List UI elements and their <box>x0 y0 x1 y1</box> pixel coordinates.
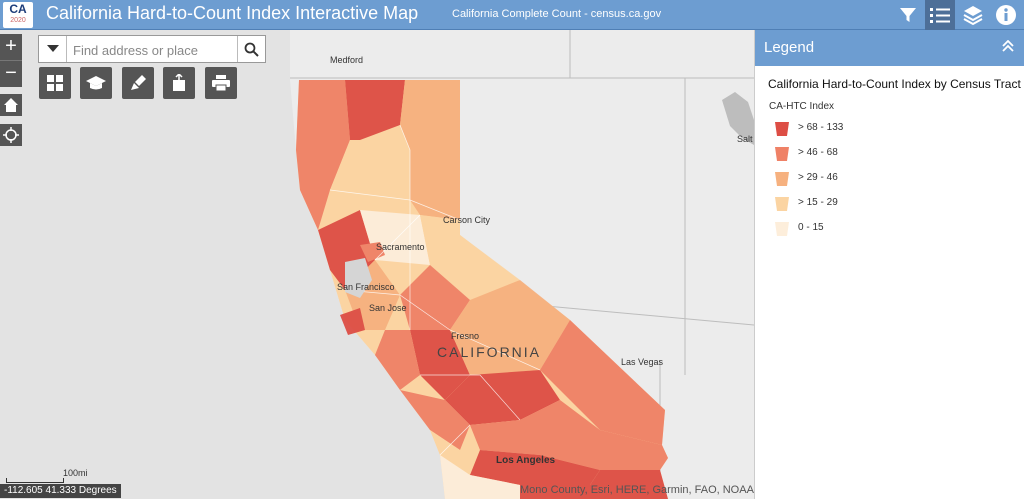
legend-panel-header: Legend <box>755 30 1024 66</box>
legend-swatch <box>775 172 789 186</box>
logo-text: CA <box>9 2 27 16</box>
label-salt: Salt <box>737 134 753 144</box>
layers-icon <box>963 6 983 26</box>
share-button[interactable] <box>163 67 195 99</box>
legend-layer-title: California Hard-to-Count Index by Census… <box>768 77 1021 91</box>
legend-panel: Legend California Hard-to-Count Index by… <box>754 30 1024 499</box>
education-button[interactable] <box>80 67 112 99</box>
legend-item-label: > 15 - 29 <box>798 197 838 208</box>
map-attribution: Mono County, Esri, HERE, Garmin, FAO, NO… <box>520 484 754 496</box>
basemap-gallery-icon <box>47 75 63 91</box>
basemap-gallery-button[interactable] <box>39 67 71 99</box>
app-header: CA 2020 California Hard-to-Count Index I… <box>0 0 1024 30</box>
collapse-button[interactable] <box>1002 30 1014 66</box>
search-button[interactable] <box>237 36 265 62</box>
locate-button[interactable] <box>0 124 22 146</box>
legend-swatch <box>775 222 789 236</box>
legend-item-label: 0 - 15 <box>798 222 824 233</box>
label-medford: Medford <box>330 55 364 65</box>
ca-census-logo: CA 2020 <box>3 2 33 28</box>
search-source-dropdown[interactable] <box>39 36 67 62</box>
search-icon <box>244 42 259 57</box>
logo-year: 2020 <box>10 17 26 24</box>
label-california: CALIFORNIA <box>437 344 542 360</box>
legend-item-label: > 29 - 46 <box>798 172 838 183</box>
great-salt-lake <box>722 92 754 145</box>
legend-swatch <box>775 147 789 161</box>
legend-panel-title: Legend <box>764 39 815 56</box>
scale-bar <box>6 478 64 483</box>
legend-item-label: > 68 - 133 <box>798 122 844 133</box>
map-view[interactable]: Medford Carson City Sacramento San Franc… <box>0 30 754 499</box>
coordinate-readout: -112.605 41.333 Degrees <box>0 484 121 498</box>
pacific-ocean <box>0 30 445 499</box>
label-las-vegas: Las Vegas <box>621 357 664 367</box>
info-icon <box>996 5 1016 25</box>
app-subtitle: California Complete Count - census.ca.go… <box>452 8 662 20</box>
home-button[interactable] <box>0 94 22 116</box>
label-carson-city: Carson City <box>443 215 491 225</box>
locate-icon <box>3 127 19 143</box>
draw-icon <box>131 75 146 90</box>
legend-item-label: > 46 - 68 <box>798 147 838 158</box>
draw-button[interactable] <box>122 67 154 99</box>
legend-field-name: CA-HTC Index <box>769 101 835 112</box>
zoom-out-button[interactable]: − <box>0 60 22 87</box>
zoom-control: + − <box>0 34 22 87</box>
scale-label: 100mi <box>63 468 88 478</box>
app-title: California Hard-to-Count Index Interacti… <box>46 3 419 23</box>
legend-swatch <box>775 197 789 211</box>
basemap <box>0 30 754 499</box>
info-button[interactable] <box>991 0 1021 30</box>
caret-down-icon <box>46 45 59 52</box>
share-icon <box>173 74 185 91</box>
search-widget <box>38 35 266 63</box>
zoom-in-button[interactable]: + <box>5 35 17 57</box>
search-input[interactable] <box>71 39 235 61</box>
label-sacramento: Sacramento <box>376 242 425 252</box>
education-icon <box>86 76 106 90</box>
legend-swatch <box>775 122 789 136</box>
filter-icon <box>900 8 916 22</box>
filter-button[interactable] <box>893 0 923 30</box>
label-los-angeles: Los Angeles <box>496 455 556 466</box>
label-san-jose: San Jose <box>369 303 407 313</box>
chevron-up-icon <box>1002 39 1014 52</box>
layers-button[interactable] <box>958 0 988 30</box>
print-button[interactable] <box>205 67 237 99</box>
legend-button[interactable] <box>925 0 955 30</box>
label-fresno: Fresno <box>451 331 480 341</box>
home-icon <box>4 98 18 112</box>
print-icon <box>212 75 230 91</box>
label-san-francisco: San Francisco <box>337 282 395 292</box>
legend-list-icon <box>930 8 950 23</box>
